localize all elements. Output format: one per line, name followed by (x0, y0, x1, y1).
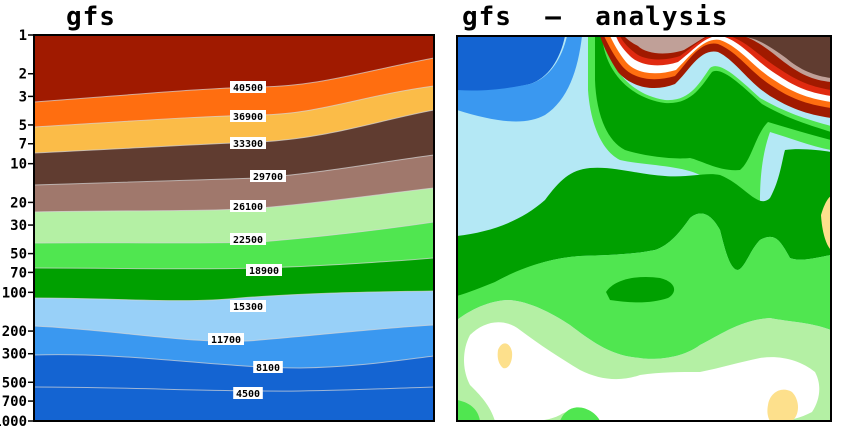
contour-label: 8100 (256, 363, 280, 374)
y-tick-label: 1000 (0, 414, 27, 430)
contour-label: 33300 (233, 139, 263, 150)
contour-label: 15300 (233, 302, 263, 313)
contour-label: 29700 (253, 172, 283, 183)
contour-label: 11700 (211, 335, 241, 346)
left-panel-title: gfs (66, 2, 116, 32)
contour-label-bg (230, 110, 266, 122)
y-tick-label: 20 (10, 195, 27, 211)
y-tick-label: 10 (10, 157, 27, 173)
contour-label-bg (233, 387, 263, 399)
contour-label-bg (253, 361, 283, 373)
y-tick-label: 70 (10, 265, 27, 281)
contour-label: 4500 (236, 389, 260, 400)
right-plot-frame (456, 35, 832, 422)
contour-label-bg (250, 170, 286, 182)
right-plot-area (457, 36, 831, 421)
y-tick-label: 3 (19, 89, 27, 105)
contour-label: 26100 (233, 202, 263, 213)
region-yellow-bottom (767, 389, 798, 421)
y-tick-label: 300 (2, 347, 27, 363)
contour-label-bg (208, 333, 244, 345)
contour-label-bg (246, 264, 282, 276)
y-tick-label: 700 (2, 394, 27, 410)
right-panel-title: gfs – analysis (462, 2, 729, 32)
region-yellow-left (497, 343, 513, 369)
contour-label-bg (230, 300, 266, 312)
region-yellow-right-edge (821, 196, 831, 250)
contour-label: 18900 (249, 266, 279, 277)
left-plot-frame (33, 34, 435, 422)
y-tick-label: 5 (19, 118, 27, 134)
contour-label-bg (230, 81, 266, 93)
region-white (464, 322, 820, 421)
region-main-dark-green (457, 149, 831, 296)
y-axis-ticks: 1 2 3 5 7 10 20 30 50 70 100 200 300 500 700 1000 (0, 28, 34, 430)
region-upper-dark-green (595, 36, 831, 171)
region-small-green-patch (560, 407, 600, 421)
contour-label: 22500 (233, 235, 263, 246)
y-tick-label: 100 (2, 285, 27, 301)
region-top-dark-brown (734, 36, 831, 78)
contour-label: 40500 (233, 83, 263, 94)
y-tick-label: 1 (19, 28, 27, 44)
band-dark-red (34, 35, 434, 102)
y-tick-label: 30 (10, 218, 27, 234)
y-tick-label: 200 (2, 324, 27, 340)
y-tick-label: 2 (19, 67, 27, 83)
y-tick-label: 500 (2, 375, 27, 391)
region-deep-blue (457, 36, 565, 92)
region-small-dark-green (606, 276, 675, 303)
contour-label-bg (230, 200, 266, 212)
left-plot-area: 40500 36900 33300 29700 26100 22500 18900 15300… (34, 35, 434, 421)
contour-label-group: 40500 36900 33300 29700 26100 22500 18900 15300… (208, 81, 286, 400)
region-bottom-left-green (457, 400, 480, 421)
y-tick-label: 50 (10, 247, 27, 263)
y-tick-label: 7 (19, 137, 27, 153)
contour-label-bg (230, 137, 266, 149)
contour-label-bg (230, 233, 266, 245)
region-medium-blue (457, 36, 582, 122)
contour-label: 36900 (233, 112, 263, 123)
